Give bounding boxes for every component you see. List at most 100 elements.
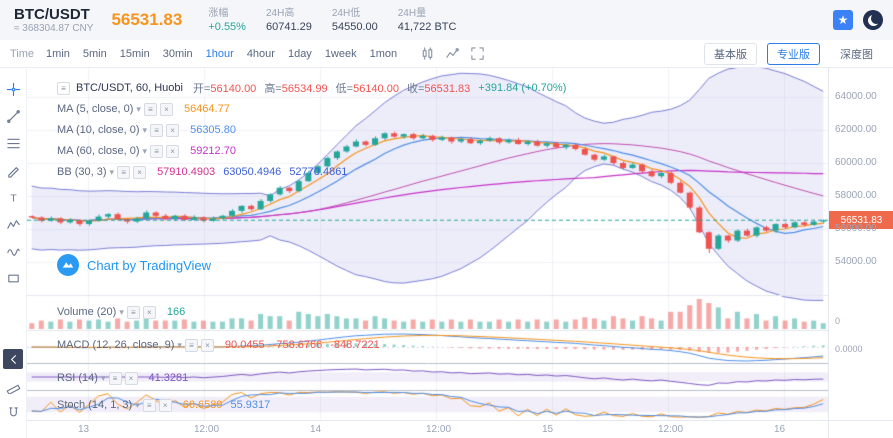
price-axis-label: 54000.00 bbox=[835, 256, 877, 267]
view-basic[interactable]: 基本版 bbox=[704, 42, 757, 65]
time-axis-label: 13 bbox=[78, 424, 90, 435]
position-tool[interactable] bbox=[3, 268, 23, 288]
indicator-settings-icon[interactable]: ≡ bbox=[142, 398, 156, 412]
indicator-close-icon[interactable]: × bbox=[166, 123, 180, 137]
interval-1mon[interactable]: 1mon bbox=[369, 47, 398, 60]
indicator-settings-icon[interactable]: ≡ bbox=[150, 123, 164, 137]
fibonacci-tool[interactable] bbox=[3, 133, 23, 153]
dark-mode-button[interactable] bbox=[863, 10, 883, 30]
indicator-name: RSI (14) bbox=[57, 372, 98, 384]
kline-type-button[interactable] bbox=[420, 46, 435, 61]
legend-close: 收=56531.83 bbox=[406, 83, 471, 95]
indicator-close-icon[interactable]: × bbox=[158, 398, 172, 412]
interval-1week[interactable]: 1week bbox=[324, 47, 357, 60]
chart-overlay: ≡ BTC/USDT, 60, Huobi 开=56140.00 高=56534.… bbox=[27, 68, 828, 420]
caret-down-icon[interactable]: ▾ bbox=[135, 399, 140, 410]
indicator-settings-icon[interactable]: ≡ bbox=[150, 144, 164, 158]
indicator-value: 59212.70 bbox=[190, 145, 236, 157]
view-pro[interactable]: 专业版 bbox=[767, 42, 820, 65]
watermark-text: Chart by TradingView bbox=[87, 257, 212, 273]
interval-15min[interactable]: 15min bbox=[119, 47, 150, 60]
favorite-button[interactable]: ★ bbox=[833, 10, 853, 30]
legend-low: 低=56140.00 bbox=[335, 83, 399, 95]
chart-toolbar: Time 1min 5min 15min 30min 1hour 4hour 1day 1we… bbox=[0, 40, 893, 68]
indicator-close-icon[interactable]: × bbox=[142, 305, 156, 319]
legend-high: 高=56534.99 bbox=[264, 83, 328, 95]
caret-down-icon[interactable]: ▾ bbox=[109, 166, 115, 177]
stat-label: 24H高 bbox=[265, 7, 295, 19]
crosshair-tool[interactable] bbox=[3, 79, 23, 99]
panel-label-2: RSI (14) ▾ ≡ × 41.3281 bbox=[57, 369, 188, 387]
indicator-value: 63050.4946 bbox=[223, 166, 282, 178]
stat-value: 54550.00 bbox=[331, 20, 378, 33]
indicator-settings-icon[interactable]: ≡ bbox=[126, 305, 140, 319]
axis-sub-label: 0 bbox=[835, 316, 841, 326]
series-title: BTC/USDT, 60, Huobi bbox=[76, 82, 183, 94]
indicators-button[interactable] bbox=[445, 46, 460, 61]
interval-5min[interactable]: 5min bbox=[82, 47, 107, 60]
indicator-value: 90.0455 bbox=[224, 339, 265, 351]
overlay-indicator-rows: MA (5, close, 0) ▾ ≡ × 56464.77 MA (10, close… bbox=[57, 100, 574, 181]
indicator-row-1: MA (10, close, 0) ▾ ≡ × 56305.80 bbox=[57, 121, 574, 139]
caret-down-icon[interactable]: ▾ bbox=[142, 124, 148, 135]
time-axis-label: 12:00 bbox=[426, 424, 452, 435]
view-switch: 基本版 专业版 深度图 bbox=[694, 42, 883, 65]
caret-down-icon[interactable]: ▾ bbox=[100, 372, 106, 383]
caret-down-icon[interactable]: ▾ bbox=[136, 103, 141, 114]
time-axis-label: 15 bbox=[542, 424, 554, 435]
indicator-value: 56464.77 bbox=[183, 103, 230, 115]
header-stats: 涨幅 +0.55% 24H高 60741.29 24H低 54550.00 24H量 41,7… bbox=[208, 7, 476, 34]
indicator-close-icon[interactable]: × bbox=[159, 102, 173, 116]
panel-label-1: MACD (12, 26, close, 9) ▾ ≡ × 90.0455 -758.67… bbox=[57, 336, 380, 354]
indicator-settings-icon[interactable]: ≡ bbox=[143, 102, 157, 116]
indicator-value: 41.3281 bbox=[148, 372, 189, 384]
indicator-close-icon[interactable]: × bbox=[166, 144, 180, 158]
caret-down-icon[interactable]: ▾ bbox=[177, 339, 182, 350]
stat-value: +0.55% bbox=[208, 20, 246, 33]
view-depth[interactable]: 深度图 bbox=[840, 48, 873, 61]
magnet-tool[interactable] bbox=[3, 403, 23, 423]
price-axis[interactable]: 56531.83 64000.00 62000.00 60000.00 58000.0… bbox=[828, 68, 893, 420]
interval-tabs: 1min 5min 15min 30min 1hour 4hour 1day 1week 1mo… bbox=[46, 48, 410, 60]
interval-30min[interactable]: 30min bbox=[162, 47, 193, 60]
star-icon: ★ bbox=[837, 13, 849, 27]
series-menu-icon[interactable]: ≡ bbox=[57, 81, 70, 95]
indicator-close-icon[interactable]: × bbox=[200, 338, 214, 352]
symbol-block: BTC/USDT ≈ 368304.87 CNY bbox=[14, 6, 93, 35]
chart-legend: ≡ BTC/USDT, 60, Huobi 开=56140.00 高=56534.… bbox=[57, 79, 574, 181]
caret-down-icon[interactable]: ▾ bbox=[142, 145, 148, 156]
trend-line-tool[interactable] bbox=[3, 106, 23, 126]
cny-equivalent: ≈ 368304.87 CNY bbox=[14, 22, 94, 34]
indicator-settings-icon[interactable]: ≡ bbox=[108, 371, 122, 385]
tradingview-logo-icon bbox=[57, 254, 79, 276]
fullscreen-button[interactable] bbox=[470, 46, 485, 61]
time-axis-label: 14 bbox=[310, 424, 322, 435]
current-price-tag: 56531.83 bbox=[829, 211, 893, 229]
time-axis[interactable]: 13 12:00 14 12:00 15 12:00 16 bbox=[27, 420, 828, 438]
indicator-value: 66.6589 bbox=[182, 399, 223, 411]
text-tool[interactable]: T bbox=[3, 187, 23, 207]
ruler-tool[interactable] bbox=[3, 376, 23, 396]
series-legend-row: ≡ BTC/USDT, 60, Huobi 开=56140.00 高=56534.… bbox=[57, 79, 574, 97]
caret-down-icon[interactable]: ▾ bbox=[119, 306, 124, 317]
collapse-toolbar-button[interactable] bbox=[3, 349, 23, 369]
wave-tool[interactable] bbox=[3, 241, 23, 261]
stat-value: 60741.29 bbox=[265, 20, 312, 33]
interval-4hour[interactable]: 4hour bbox=[246, 47, 275, 60]
indicator-close-icon[interactable]: × bbox=[124, 371, 138, 385]
pattern-tool[interactable] bbox=[3, 214, 23, 234]
indicator-settings-icon[interactable]: ≡ bbox=[184, 338, 198, 352]
price-axis-label: 56000.00 bbox=[835, 223, 877, 234]
stat-label: 涨幅 bbox=[208, 7, 229, 19]
interval-1day[interactable]: 1day bbox=[287, 47, 312, 60]
stat-change: 涨幅 +0.55% bbox=[208, 7, 246, 34]
stat-high24h: 24H高 60741.29 bbox=[266, 7, 312, 34]
interval-1hour[interactable]: 1hour bbox=[205, 47, 234, 60]
interval-1min[interactable]: 1min bbox=[46, 47, 70, 60]
indicator-settings-icon[interactable]: ≡ bbox=[117, 165, 131, 179]
stat-low24h: 24H低 54550.00 bbox=[332, 7, 378, 34]
brush-tool[interactable] bbox=[3, 160, 23, 180]
header-bar: BTC/USDT ≈ 368304.87 CNY 56531.83 涨幅 +0.5… bbox=[0, 0, 893, 40]
tradingview-watermark: Chart by TradingView bbox=[57, 254, 211, 276]
indicator-close-icon[interactable]: × bbox=[133, 165, 147, 179]
